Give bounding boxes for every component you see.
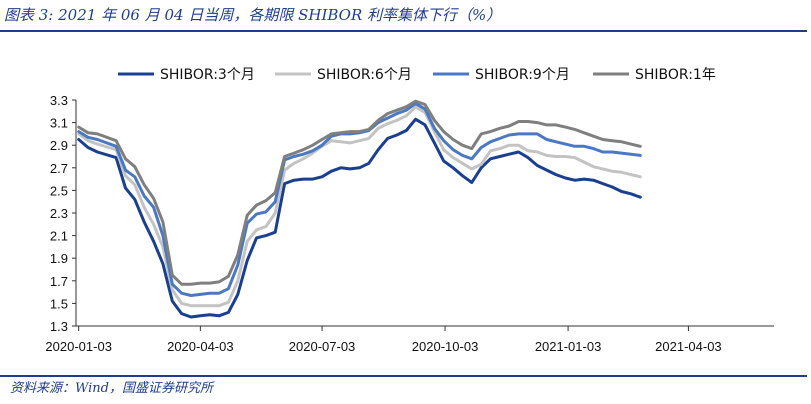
x-tick-label: 2021-01-03 bbox=[535, 339, 602, 354]
legend: SHIBOR:3个月 SHIBOR:6个月 SHIBOR:9个月 SHIBOR:1年 bbox=[118, 67, 716, 83]
source-note: 资料来源：Wind，国盛证券研究所 bbox=[10, 381, 213, 396]
legend-label: SHIBOR:3个月 bbox=[160, 67, 255, 83]
figure-title: 图表 3: 2021 年 06 月 04 日当周，各期限 SHIBOR 利率集体… bbox=[4, 6, 502, 24]
line-chart: SHIBOR:3个月 SHIBOR:6个月 SHIBOR:9个月 SHIBOR:1年 … bbox=[45, 67, 774, 354]
x-tick-label: 2020-01-03 bbox=[45, 339, 112, 354]
y-tick-label: 3.3 bbox=[50, 93, 68, 108]
x-tick-label: 2020-07-03 bbox=[289, 339, 356, 354]
y-tick-label: 2.1 bbox=[50, 229, 68, 244]
y-tick-label: 2.5 bbox=[50, 183, 68, 198]
legend-item: SHIBOR:3个月 bbox=[118, 67, 255, 83]
legend-label: SHIBOR:9个月 bbox=[475, 67, 570, 83]
y-tick-label: 1.3 bbox=[50, 319, 68, 334]
legend-label: SHIBOR:6个月 bbox=[317, 67, 412, 83]
y-tick-label: 2.9 bbox=[50, 138, 68, 153]
x-tick-label: 2021-04-03 bbox=[655, 339, 722, 354]
series-line-2 bbox=[77, 105, 642, 308]
axes: 3.3 3.1 2.9 2.7 2.5 2.3 2.1 1.9 1.7 1.5 1.3 2020-01… bbox=[45, 93, 774, 354]
title-rule bbox=[0, 30, 807, 32]
legend-label: SHIBOR:1年 bbox=[635, 67, 716, 83]
source-rule bbox=[0, 375, 807, 377]
legend-item: SHIBOR:6个月 bbox=[275, 67, 412, 83]
y-tick-label: 1.9 bbox=[50, 251, 68, 266]
y-tick-label: 1.5 bbox=[50, 296, 68, 311]
legend-item: SHIBOR:9个月 bbox=[433, 67, 570, 83]
y-tick-label: 2.3 bbox=[50, 206, 68, 221]
series-line-4 bbox=[77, 99, 642, 286]
y-tick-label: 2.7 bbox=[50, 161, 68, 176]
y-tick-label: 3.1 bbox=[50, 116, 68, 131]
x-tick-label: 2020-10-03 bbox=[412, 339, 479, 354]
legend-item: SHIBOR:1年 bbox=[593, 67, 716, 83]
series-line-1 bbox=[77, 117, 642, 319]
series-lines bbox=[77, 99, 642, 319]
x-tick-label: 2020-04-03 bbox=[167, 339, 234, 354]
y-tick-label: 1.7 bbox=[50, 274, 68, 289]
